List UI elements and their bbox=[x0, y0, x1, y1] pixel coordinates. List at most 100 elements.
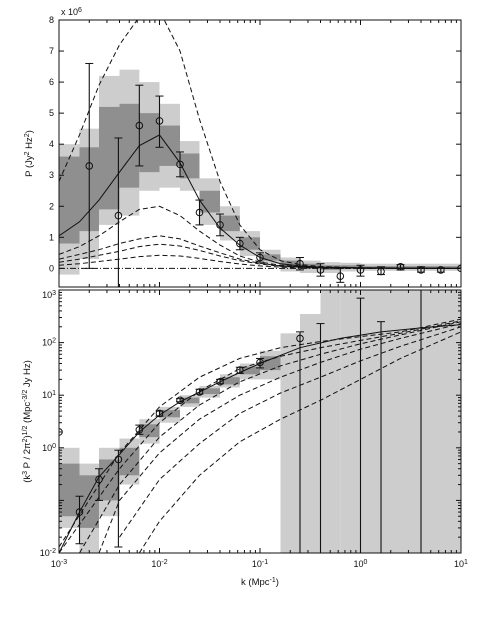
top-model-curve-3 bbox=[59, 235, 461, 269]
bottom-ylabel-part-6: (Mpc bbox=[22, 402, 33, 426]
bottom-ylabel-part-7: -3/2 bbox=[22, 390, 29, 402]
bottom-xtick-label-3: 100 bbox=[354, 559, 368, 570]
bottom-ymid-label-part-0: 10 bbox=[42, 390, 52, 400]
top-data-point-9 bbox=[296, 259, 304, 268]
top-band-inner-3 bbox=[119, 103, 140, 188]
top-exponent-label: x 106 bbox=[61, 7, 82, 18]
bottom-ymid-label: 101 bbox=[42, 390, 56, 401]
bottom-xtick-label-4-part-0: 10 bbox=[454, 559, 464, 569]
bottom-xtick-label-0-part-0: 10 bbox=[51, 559, 61, 569]
bottom-band-inner-7 bbox=[199, 388, 221, 395]
top-band-inner-5 bbox=[159, 125, 181, 166]
top-exponent-label-part-0: x 10 bbox=[61, 7, 78, 17]
top-band-inner-0 bbox=[59, 156, 80, 244]
top-band-inner-14 bbox=[340, 265, 361, 269]
top-model-curve-4 bbox=[59, 243, 461, 269]
bottom-band-inner-0 bbox=[59, 463, 80, 517]
bottom-xlabel-part-1: -1 bbox=[270, 577, 276, 584]
top-data-point-7 bbox=[236, 239, 244, 248]
bottom-ytick-label-0-part-1: -2 bbox=[50, 548, 56, 555]
bottom-ytick-label-1-part-0: 10 bbox=[42, 443, 52, 453]
top-ytick-label-7: 7 bbox=[49, 46, 54, 56]
bottom-xtick-label-4-part-1: 1 bbox=[464, 559, 468, 566]
bottom-ylabel-part-0: (k bbox=[22, 475, 33, 483]
bottom-band-outer-12 bbox=[299, 313, 321, 553]
top-ytick-label-8-part-0: 8 bbox=[49, 15, 54, 25]
top-data-point-1 bbox=[114, 211, 123, 220]
bottom-model-curve-6 bbox=[138, 331, 461, 553]
bottom-ylabel-part-5: 1/2 bbox=[22, 425, 29, 435]
bottom-ylabel-part-8: Jy Hz) bbox=[22, 360, 33, 390]
top-ytick-label-7-part-0: 7 bbox=[49, 46, 54, 56]
top-ytick-label-0-part-0: 0 bbox=[49, 263, 54, 273]
top-data-point-15 bbox=[417, 266, 425, 274]
top-data-point-8 bbox=[256, 253, 264, 262]
top-ytick-label-3: 3 bbox=[49, 170, 54, 180]
bottom-band-inner-3 bbox=[119, 447, 140, 476]
bottom-data-point-10 bbox=[256, 358, 264, 367]
bottom-ytick-label-2: 102 bbox=[42, 337, 56, 348]
bottom-ylabel-part-1: 3 bbox=[22, 471, 29, 475]
top-ytick-label-6: 6 bbox=[49, 77, 54, 87]
bottom-data-point-9 bbox=[236, 366, 244, 374]
top-data-point-5 bbox=[195, 208, 204, 217]
bottom-xtick-label-3-part-1: 0 bbox=[364, 559, 368, 566]
bottom-band-outer-11 bbox=[280, 333, 300, 553]
top-ytick-label-1-part-0: 1 bbox=[49, 232, 54, 242]
bottom-ylabel-part-3: 2 bbox=[22, 438, 29, 442]
bottom-xtick-label-2-part-0: 10 bbox=[252, 559, 262, 569]
top-ytick-label-8: 8 bbox=[49, 15, 54, 25]
top-band-inner-2 bbox=[98, 106, 120, 210]
bottom-xtick-label-0-part-1: -3 bbox=[61, 559, 67, 566]
bottom-xtick-label-2: 10-1 bbox=[252, 559, 268, 570]
bottom-ymid-label-part-1: 1 bbox=[52, 390, 56, 397]
bottom-band-inner-9 bbox=[239, 366, 260, 375]
bottom-ylabel: (k3 P / 2π2)1/2 (Mpc-3/2 Jy Hz) bbox=[22, 360, 34, 483]
bottom-ytick-label-1-part-1: 0 bbox=[52, 442, 56, 449]
top-data-point-11 bbox=[336, 272, 345, 280]
bottom-ytop-label-part-1: 3 bbox=[52, 290, 56, 297]
top-ytick-label-2-part-0: 2 bbox=[49, 201, 54, 211]
bottom-ytick-label-0: 10-2 bbox=[40, 548, 56, 559]
bottom-xtick-label-1: 10-2 bbox=[151, 559, 167, 570]
bottom-band-inner-10 bbox=[260, 356, 281, 371]
bottom-data-point-5 bbox=[155, 409, 164, 418]
bottom-data-point-4 bbox=[135, 425, 144, 434]
bottom-xtick-label-2-part-1: -1 bbox=[262, 559, 268, 566]
bottom-ytick-label-2-part-1: 2 bbox=[52, 337, 56, 344]
top-ytick-label-5: 5 bbox=[49, 108, 54, 118]
bottom-data-point-11 bbox=[296, 334, 304, 343]
top-band-inner-15 bbox=[360, 266, 461, 269]
top-ylabel-part-0: P (Jy bbox=[24, 155, 35, 177]
bottom-xtick-label-0: 10-3 bbox=[51, 559, 67, 570]
bottom-ytick-label-0-part-0: 10 bbox=[40, 548, 50, 558]
bottom-xtick-label-1-part-0: 10 bbox=[151, 559, 161, 569]
bottom-data-point-1 bbox=[75, 508, 84, 516]
top-data-point-13 bbox=[377, 267, 385, 276]
top-band-inner-11 bbox=[280, 260, 300, 267]
bottom-band-outer-13 bbox=[320, 290, 341, 553]
bottom-xlabel: k (Mpc-1) bbox=[241, 577, 279, 589]
top-data-point-4 bbox=[176, 160, 184, 169]
top-data-point-14 bbox=[396, 263, 405, 271]
top-ylabel-part-2: Hz bbox=[24, 137, 35, 152]
bottom-data-point-3 bbox=[114, 455, 123, 464]
bottom-band-inner-8 bbox=[220, 377, 240, 385]
bottom-xtick-label-1-part-1: -2 bbox=[161, 559, 167, 566]
top-data-point-16 bbox=[437, 266, 445, 274]
top-band-inner-4 bbox=[139, 113, 160, 173]
top-data-point-2 bbox=[135, 121, 144, 130]
top-data-point-0 bbox=[85, 162, 94, 170]
bottom-model-curve-5 bbox=[119, 326, 461, 538]
top-ylabel-part-4: ) bbox=[24, 130, 35, 133]
bottom-data-point-6 bbox=[176, 396, 184, 405]
bottom-band-inner-2 bbox=[98, 459, 120, 501]
bottom-plot-area bbox=[59, 290, 461, 553]
top-ytick-label-4-part-0: 4 bbox=[49, 139, 54, 149]
top-data-point-3 bbox=[155, 117, 164, 125]
bottom-model-curve-4 bbox=[98, 323, 461, 553]
top-ytick-label-0: 0 bbox=[49, 263, 54, 273]
top-ytick-label-5-part-0: 5 bbox=[49, 108, 54, 118]
top-plot-area bbox=[59, 20, 461, 287]
